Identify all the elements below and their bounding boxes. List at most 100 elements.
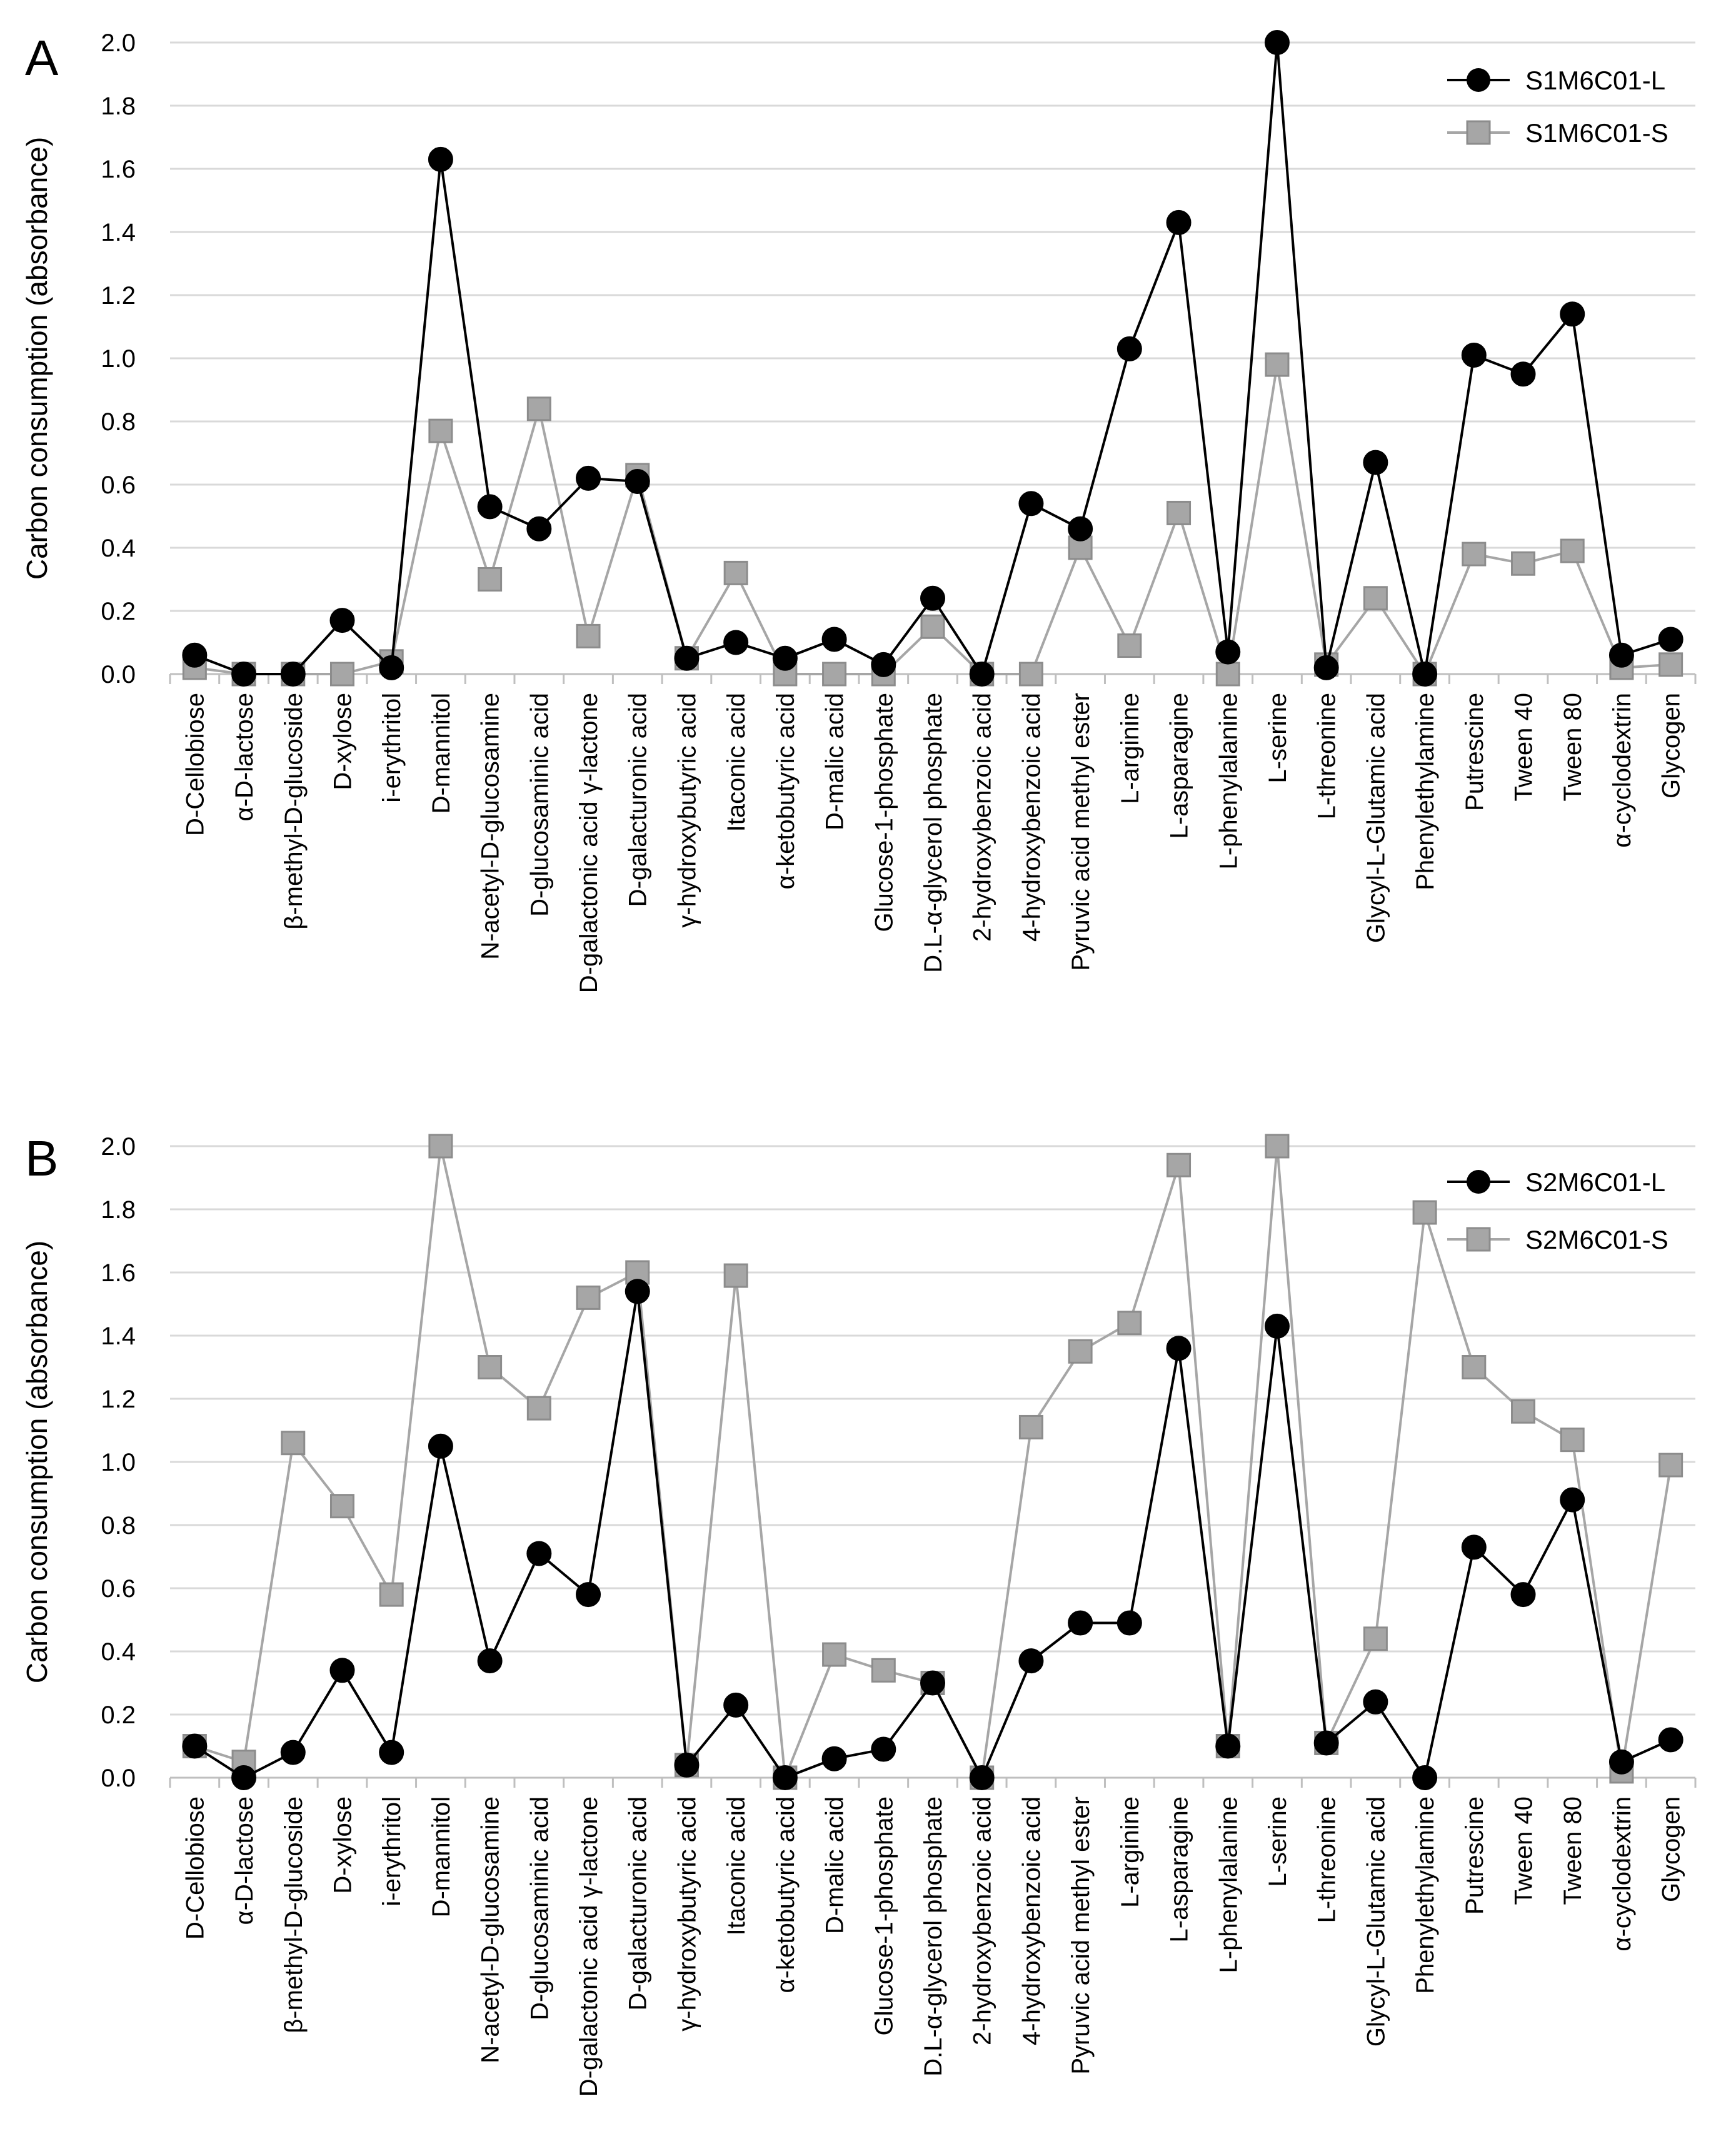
data-point <box>871 1736 896 1762</box>
data-point <box>329 662 354 687</box>
x-tick-label: D.L-α-glycerol phosphate <box>920 1796 947 2077</box>
y-tick-label: 2.0 <box>101 1133 136 1161</box>
x-tick-label: Tween 40 <box>1510 693 1538 801</box>
data-point <box>526 516 552 542</box>
legend-marker <box>1466 1227 1491 1252</box>
data-point <box>329 608 355 633</box>
x-tick-label: L-asparagine <box>1166 693 1193 839</box>
data-point <box>280 1740 306 1765</box>
data-point <box>1461 1534 1487 1560</box>
data-point <box>1313 655 1339 680</box>
x-tick-label: L-phenylalanine <box>1215 1796 1242 1973</box>
x-tick-label: Tween 80 <box>1559 693 1587 801</box>
x-tick-label: 2-hydroxybenzoic acid <box>969 1796 996 2045</box>
legend-label: S1M6C01-S <box>1525 118 1668 148</box>
y-tick-label: 0.2 <box>101 598 136 625</box>
data-point <box>1560 1487 1585 1513</box>
y-tick-label: 0.2 <box>101 1701 136 1729</box>
x-tick-label: L-serine <box>1264 1796 1292 1887</box>
x-tick-label: L-asparagine <box>1166 1796 1193 1943</box>
data-point <box>1412 662 1438 687</box>
data-point <box>379 1740 404 1765</box>
data-point <box>1658 1727 1683 1753</box>
data-point <box>969 1765 995 1790</box>
data-point <box>920 1670 945 1696</box>
data-point <box>1265 1134 1290 1159</box>
y-tick-label: 0.6 <box>101 471 136 499</box>
x-tick-label: Itaconic acid <box>723 1796 750 1935</box>
data-point <box>1461 342 1487 368</box>
data-point <box>329 1494 354 1519</box>
chart-panel-a: A Carbon consumption (absorbance) 0.0 0.2 0.… <box>21 29 1697 993</box>
data-point <box>428 1433 453 1459</box>
y-tick-label: 1.6 <box>101 1259 136 1287</box>
data-point <box>723 1692 749 1718</box>
data-point <box>723 630 749 655</box>
data-point <box>1166 1336 1192 1361</box>
x-tick-label: L-arginine <box>1116 693 1144 804</box>
x-tick-label: D-xylose <box>329 693 356 790</box>
data-point <box>625 1279 650 1304</box>
y-tick-label: 1.4 <box>101 1322 136 1350</box>
data-point <box>526 1396 551 1421</box>
data-point <box>1510 1582 1536 1608</box>
data-point <box>576 1285 601 1310</box>
data-point <box>1363 1689 1388 1715</box>
data-point <box>379 655 404 680</box>
x-tick-label: γ-hydroxybutyric acid <box>673 693 701 928</box>
x-tick-label: 4-hydroxybenzoic acid <box>1018 1796 1045 2045</box>
data-point <box>1462 542 1487 567</box>
data-point <box>1560 538 1585 563</box>
data-point <box>576 623 601 648</box>
x-tick-label: Glycogen <box>1658 1796 1685 1902</box>
data-point <box>379 1582 404 1607</box>
data-point <box>1018 662 1043 687</box>
data-point <box>920 614 945 639</box>
x-tick-label: D-malic acid <box>821 1796 849 1934</box>
y-axis-label: Carbon consumption (absorbance) <box>21 1241 53 1683</box>
data-point <box>1363 450 1388 475</box>
x-tick-label: α-D-lactose <box>231 1796 258 1925</box>
data-point <box>478 1355 503 1379</box>
x-tick-label: 4-hydroxybenzoic acid <box>1018 693 1045 942</box>
x-tick-label: D-malic acid <box>821 693 849 830</box>
y-tick-label: 1.0 <box>101 345 136 373</box>
data-point <box>1265 352 1290 377</box>
x-tick-label: L-arginine <box>1116 1796 1144 1908</box>
data-point <box>1511 551 1536 576</box>
y-tick-label: 0.6 <box>101 1575 136 1603</box>
data-point <box>1462 1355 1487 1379</box>
data-point <box>1068 516 1093 542</box>
x-tick-label: Glycyl-L-Glutamic acid <box>1362 1796 1390 2047</box>
data-point <box>1117 633 1142 658</box>
x-tick-label: D-glucosaminic acid <box>526 1796 553 2020</box>
y-axis-label: Carbon consumption (absorbance) <box>21 137 53 580</box>
x-tick-label: D-galactonic acid γ-lactone <box>575 1796 603 2097</box>
data-point <box>920 585 945 611</box>
y-tick-label: 1.4 <box>101 219 136 246</box>
data-point <box>182 642 208 668</box>
data-point <box>1018 1648 1044 1674</box>
data-point <box>576 465 601 491</box>
y-tick-label: 1.8 <box>101 1196 136 1224</box>
x-tick-label: D-galacturonic acid <box>625 693 652 907</box>
y-tick-label: 0.4 <box>101 1638 136 1666</box>
data-point <box>1363 1626 1388 1651</box>
x-tick-label: D-galactonic acid γ-lactone <box>575 693 603 993</box>
legend-marker <box>1466 120 1491 145</box>
data-point <box>772 645 798 671</box>
data-point <box>1264 1313 1290 1339</box>
legend-label: S2M6C01-S <box>1525 1225 1668 1254</box>
data-point <box>969 662 995 687</box>
x-tick-label: Glucose-1-phosphate <box>870 693 898 932</box>
data-point <box>1412 1200 1437 1225</box>
data-point <box>1658 652 1683 677</box>
x-tick-label: α-cyclodextrin <box>1608 1796 1636 1952</box>
y-tick-label: 1.6 <box>101 156 136 183</box>
x-tick-label: D-xylose <box>329 1796 356 1894</box>
data-point <box>1116 1610 1142 1636</box>
x-tick-label: γ-hydroxybutyric acid <box>673 1796 701 2032</box>
data-point <box>1608 1749 1634 1775</box>
data-point <box>1560 301 1585 327</box>
